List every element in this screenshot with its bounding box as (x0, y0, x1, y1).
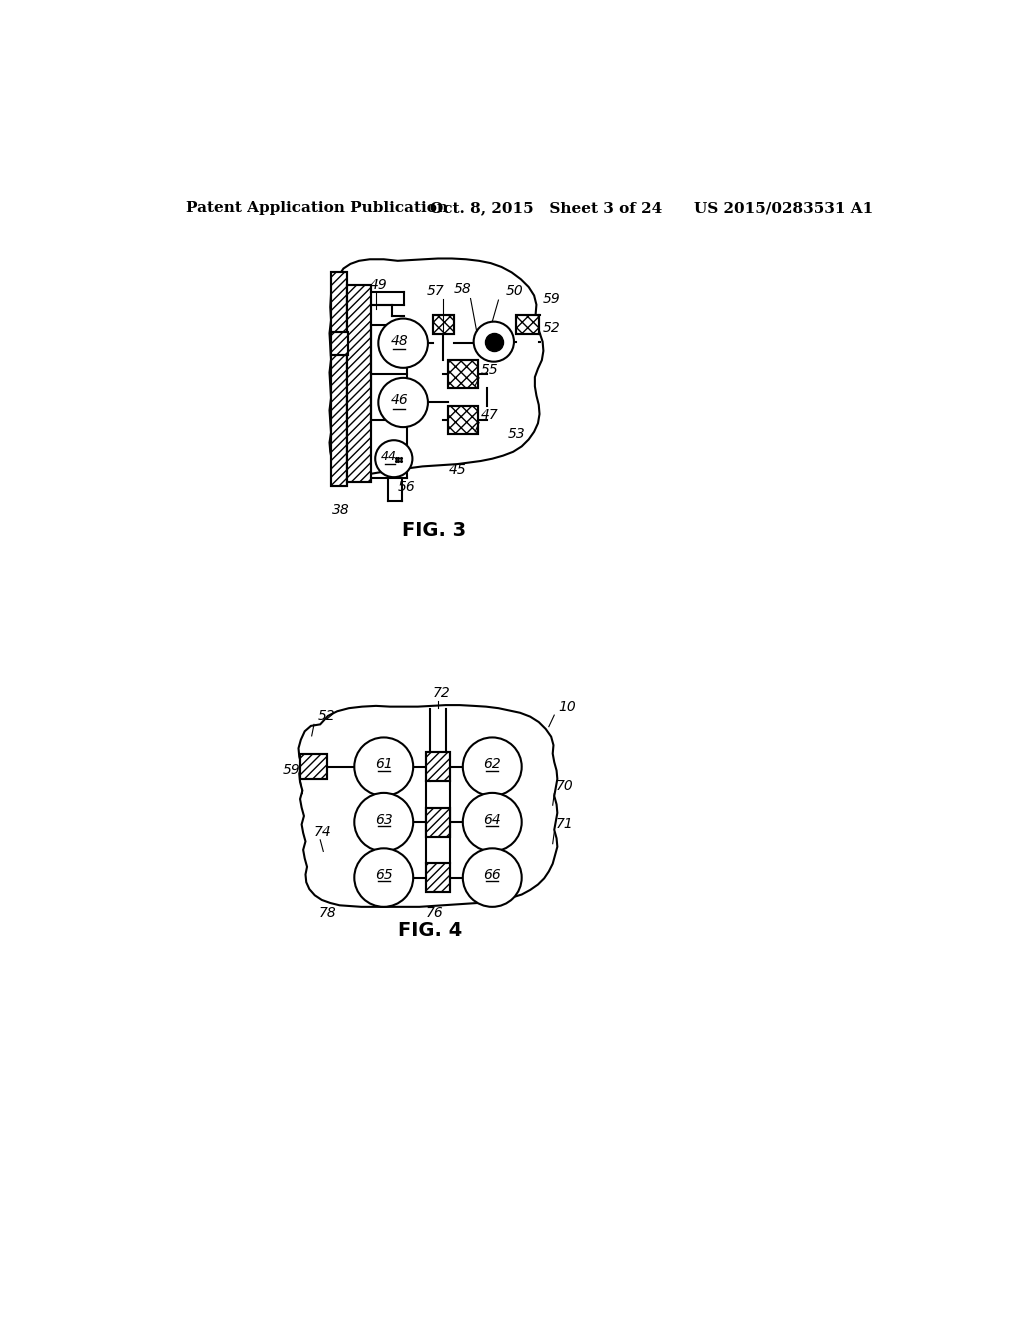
Text: 59: 59 (543, 292, 560, 306)
Text: 65: 65 (375, 869, 392, 882)
Text: 55: 55 (480, 363, 499, 378)
Text: 49: 49 (370, 279, 387, 292)
Text: Oct. 8, 2015   Sheet 3 of 24: Oct. 8, 2015 Sheet 3 of 24 (430, 202, 663, 215)
Text: 58: 58 (454, 282, 472, 296)
Bar (331, 272, 346, 486)
Bar (346, 285, 371, 482)
Bar (346, 285, 371, 482)
Bar (426, 863, 451, 892)
Text: FIG. 3: FIG. 3 (402, 520, 466, 540)
Bar (426, 808, 451, 837)
Circle shape (378, 318, 428, 368)
Bar (432, 315, 455, 334)
Text: 53: 53 (508, 426, 525, 441)
Bar (426, 863, 451, 892)
Text: 78: 78 (319, 906, 337, 920)
Bar (449, 407, 477, 434)
Bar (426, 752, 451, 781)
Bar (426, 808, 451, 837)
Bar (449, 360, 477, 388)
Bar (426, 752, 451, 781)
Circle shape (463, 793, 521, 851)
Bar (449, 360, 477, 388)
Text: 38: 38 (332, 503, 350, 517)
Text: 62: 62 (483, 758, 501, 771)
Bar (331, 331, 348, 355)
Circle shape (354, 849, 414, 907)
Bar (515, 315, 539, 334)
Text: 66: 66 (483, 869, 501, 882)
Text: 56: 56 (398, 480, 416, 494)
Circle shape (375, 441, 413, 478)
Text: 52: 52 (317, 710, 336, 723)
Text: 10: 10 (558, 700, 575, 714)
Text: 59: 59 (283, 763, 300, 777)
Circle shape (354, 793, 414, 851)
Bar (515, 315, 539, 334)
Text: Patent Application Publication: Patent Application Publication (186, 202, 449, 215)
Text: US 2015/0283531 A1: US 2015/0283531 A1 (693, 202, 873, 215)
Text: 64: 64 (483, 813, 501, 826)
Circle shape (474, 322, 514, 362)
Bar (300, 755, 328, 779)
Bar (300, 755, 328, 779)
Text: 74: 74 (314, 825, 332, 840)
Text: 63: 63 (375, 813, 392, 826)
Circle shape (463, 849, 521, 907)
Text: 72: 72 (433, 686, 451, 701)
Text: 76: 76 (425, 906, 443, 920)
Text: 70: 70 (556, 779, 573, 793)
Circle shape (354, 738, 414, 796)
Polygon shape (330, 259, 544, 477)
Text: 50: 50 (506, 285, 524, 298)
Text: 45: 45 (449, 463, 466, 477)
Polygon shape (299, 705, 557, 907)
Text: 46: 46 (390, 393, 409, 407)
Text: 57: 57 (427, 284, 444, 298)
Circle shape (378, 378, 428, 428)
Circle shape (463, 738, 521, 796)
Text: FIG. 4: FIG. 4 (398, 921, 463, 940)
Bar (449, 407, 477, 434)
Text: 61: 61 (375, 758, 392, 771)
Text: 44: 44 (381, 450, 397, 463)
Text: 71: 71 (556, 817, 573, 832)
Text: 48: 48 (390, 334, 409, 348)
Text: 47: 47 (480, 408, 499, 421)
Bar (432, 315, 455, 334)
Text: 52: 52 (543, 321, 560, 335)
Bar (331, 331, 348, 355)
Bar (331, 272, 346, 486)
